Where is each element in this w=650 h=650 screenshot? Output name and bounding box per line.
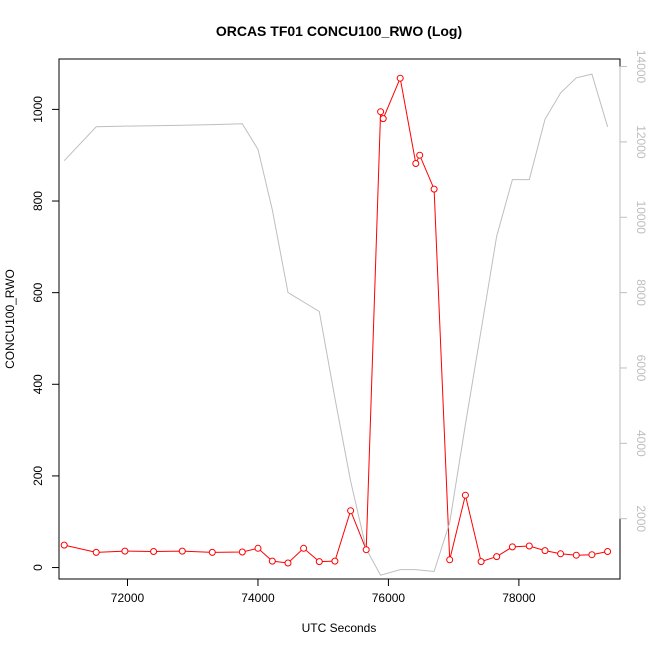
data-point [416, 151, 424, 159]
data-point [604, 548, 612, 555]
y2-tick-label: 8000 [634, 279, 648, 306]
data-point [446, 556, 454, 564]
x-tick-label: 74000 [241, 591, 275, 605]
y-tick-label: 400 [31, 374, 45, 394]
data-point [284, 559, 292, 567]
y-axis-right: 2000 4000 6000 8000 10000 12000 14000 [619, 50, 648, 532]
data-point [92, 548, 100, 556]
data-point [315, 558, 323, 566]
data-point [541, 547, 549, 555]
y-axis-label: CONCU100_RWO [3, 269, 17, 369]
y-tick-label: 200 [31, 466, 45, 486]
x-tick-label: 76000 [372, 591, 406, 605]
data-point [461, 491, 469, 499]
series-layer [60, 73, 612, 576]
data-point [377, 108, 385, 116]
y2-tick-label: 10000 [634, 201, 648, 235]
x-axis: 72000 74000 76000 78000 [111, 578, 536, 605]
series-line-primary [64, 76, 608, 564]
plot-frame [58, 58, 621, 580]
data-point [572, 551, 580, 559]
data-point [254, 544, 262, 552]
y2-tick-label: 14000 [634, 50, 648, 84]
data-point [508, 543, 516, 551]
data-point [430, 185, 438, 193]
data-point [412, 160, 420, 167]
y2-tick-label: 4000 [634, 430, 648, 457]
data-point [396, 74, 404, 82]
data-point [347, 507, 355, 515]
y-tick-label: 1000 [31, 96, 45, 123]
data-point [557, 550, 565, 558]
series-line-secondary [63, 73, 609, 576]
y2-tick-label: 6000 [634, 355, 648, 382]
data-point [268, 557, 276, 565]
data-point [362, 546, 370, 554]
data-point [300, 544, 308, 552]
y2-tick-label: 2000 [634, 505, 648, 532]
y-tick-label: 0 [31, 564, 45, 571]
x-axis-label: UTC Seconds [302, 621, 377, 635]
data-point [178, 547, 186, 555]
data-point [208, 548, 216, 556]
x-tick-label: 78000 [502, 591, 536, 605]
data-point [150, 548, 158, 555]
chart-title: ORCAS TF01 CONCU100_RWO (Log) [216, 23, 462, 39]
data-point [331, 557, 339, 565]
y-tick-label: 800 [31, 191, 45, 211]
data-point [379, 115, 387, 123]
y-axis-left: 0 200 400 600 800 1000 [31, 96, 60, 571]
data-point [60, 541, 68, 549]
data-point [477, 558, 485, 566]
data-point [238, 548, 246, 556]
y-tick-label: 600 [31, 282, 45, 302]
data-point [588, 551, 596, 559]
y2-tick-label: 12000 [634, 125, 648, 159]
data-point [493, 553, 501, 561]
x-tick-label: 72000 [111, 591, 145, 605]
data-point [525, 542, 533, 550]
data-point [121, 547, 129, 555]
